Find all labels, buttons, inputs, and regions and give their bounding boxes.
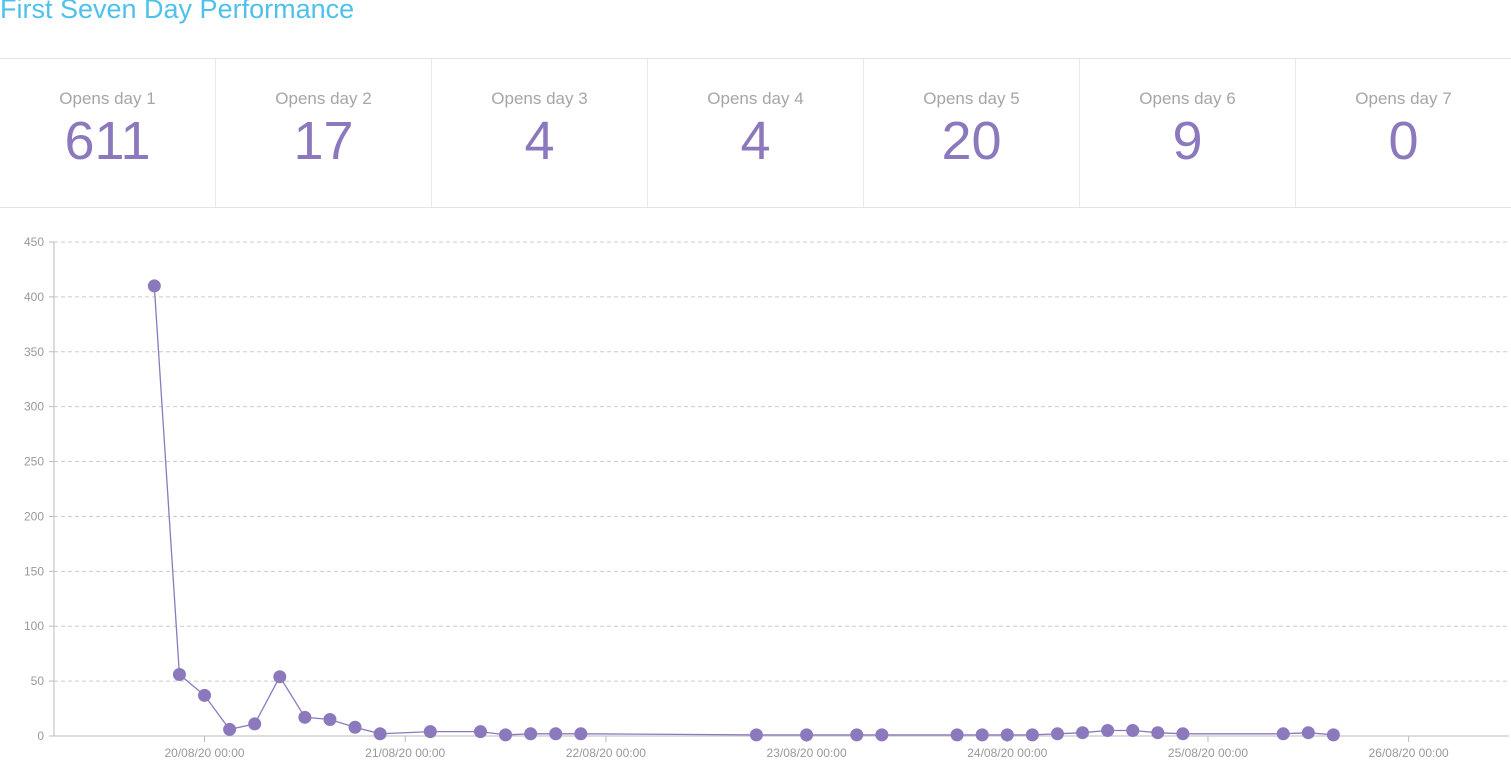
y-tick-label: 400 — [24, 290, 44, 304]
stat-label: Opens day 6 — [1139, 89, 1236, 108]
x-tick-label: 20/08/20 00:00 — [164, 746, 244, 759]
data-point — [800, 728, 814, 742]
stat-opens-day-3: Opens day 3 4 — [432, 59, 648, 207]
stat-opens-day-7: Opens day 7 0 — [1296, 59, 1511, 207]
x-tick-label: 24/08/20 00:00 — [967, 746, 1047, 759]
stat-label: Opens day 4 — [707, 89, 804, 108]
data-point — [172, 668, 186, 682]
page-title: First Seven Day Performance — [0, 0, 355, 24]
x-tick-label: 22/08/20 00:00 — [566, 746, 646, 759]
stat-opens-day-2: Opens day 2 17 — [216, 59, 432, 207]
data-point — [323, 713, 337, 727]
data-point — [198, 688, 212, 702]
stat-value: 20 — [941, 111, 1002, 171]
data-point — [749, 728, 763, 742]
data-point — [1126, 724, 1140, 738]
data-point — [273, 670, 287, 684]
opens-chart: 0 50 100 150 200 250 300 350 400 450 20/08/20 00:0… — [0, 207, 1511, 760]
data-point — [298, 710, 312, 724]
y-tick-label: 50 — [31, 674, 45, 688]
stat-label: Opens day 3 — [491, 89, 588, 108]
y-tick-label: 350 — [24, 345, 44, 359]
y-tick-label: 0 — [37, 729, 44, 743]
data-point — [248, 717, 262, 731]
data-point — [975, 728, 989, 742]
stat-label: Opens day 5 — [923, 89, 1020, 108]
y-tick-label: 150 — [24, 564, 44, 578]
stat-value: 9 — [1172, 111, 1203, 171]
stat-value: 0 — [1388, 111, 1419, 171]
data-point — [1301, 726, 1315, 740]
data-point — [499, 728, 513, 742]
stat-value: 17 — [293, 111, 354, 171]
data-point — [850, 728, 864, 742]
opens-line-chart: 0 50 100 150 200 250 300 350 400 450 20/08/20 00:0… — [24, 235, 1509, 760]
data-point — [1101, 724, 1115, 738]
stat-opens-day-4: Opens day 4 4 — [648, 59, 864, 207]
stat-opens-day-6: Opens day 6 9 — [1080, 59, 1296, 207]
data-point — [1151, 726, 1165, 740]
data-point — [1176, 727, 1190, 741]
y-tick-label: 300 — [24, 400, 44, 414]
y-tick-label: 100 — [24, 619, 44, 633]
x-tick-label: 26/08/20 00:00 — [1369, 746, 1449, 759]
data-point — [223, 722, 237, 736]
data-point — [1050, 727, 1064, 741]
data-point — [348, 720, 362, 734]
stat-label: Opens day 1 — [59, 89, 156, 108]
data-point — [373, 727, 387, 741]
data-point — [950, 728, 964, 742]
data-point — [1076, 726, 1090, 740]
data-point — [147, 279, 161, 293]
stat-opens-day-1: Opens day 1 611 — [0, 59, 216, 207]
stat-label: Opens day 2 — [275, 89, 372, 108]
y-tick-label: 250 — [24, 455, 44, 469]
data-point — [1326, 728, 1340, 742]
stat-label: Opens day 7 — [1355, 89, 1452, 108]
data-point — [875, 728, 889, 742]
stat-value: 4 — [524, 111, 555, 171]
series-line — [153, 285, 1334, 736]
y-tick-label: 450 — [24, 235, 44, 249]
data-point — [524, 727, 538, 741]
data-point — [1025, 728, 1039, 742]
stat-opens-day-5: Opens day 5 20 — [864, 59, 1080, 207]
data-point — [1276, 727, 1290, 741]
x-tick-label: 21/08/20 00:00 — [365, 746, 445, 759]
x-tick-label: 23/08/20 00:00 — [767, 746, 847, 759]
stats-row: Opens day 1 611 Opens day 2 17 Opens day… — [0, 58, 1511, 208]
x-tick-label: 25/08/20 00:00 — [1168, 746, 1248, 759]
data-point — [549, 727, 563, 741]
data-point — [423, 725, 437, 739]
y-tick-label: 200 — [24, 509, 44, 523]
data-point — [574, 727, 588, 741]
data-point — [473, 725, 487, 739]
stat-value: 611 — [64, 111, 151, 171]
stat-value: 4 — [740, 111, 771, 171]
data-point — [1000, 728, 1014, 742]
